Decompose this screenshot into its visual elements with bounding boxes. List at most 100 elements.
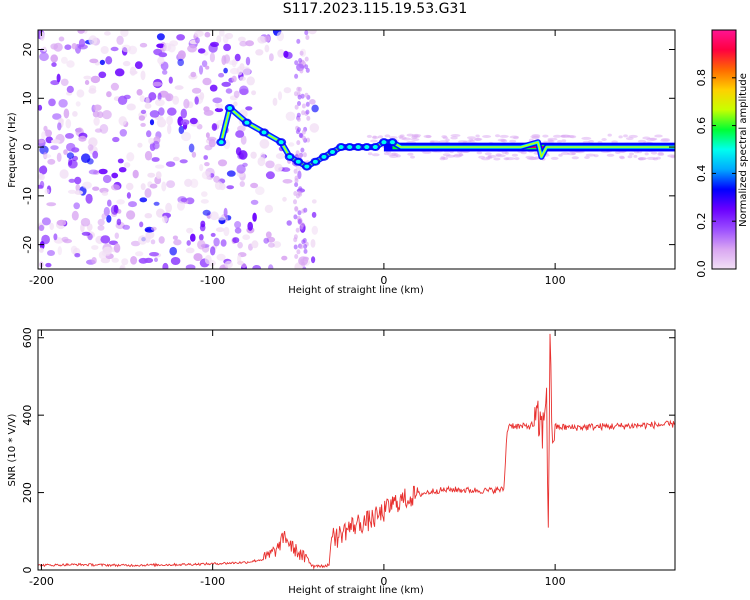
spectral-speck <box>200 220 206 228</box>
spectral-speck <box>139 197 148 203</box>
spectral-speck <box>301 129 306 135</box>
spectral-speck <box>139 221 144 228</box>
spectral-speck <box>152 81 163 87</box>
spectral-speck <box>165 93 171 102</box>
spectral-speck <box>283 87 292 94</box>
spectral-speck <box>238 36 246 42</box>
spectral-speck <box>116 35 124 45</box>
spectral-speck <box>166 180 176 189</box>
spectral-speck <box>134 61 143 69</box>
spectral-speck <box>38 172 43 179</box>
spectral-speck <box>74 190 84 195</box>
spectral-speck <box>201 191 208 197</box>
spectral-speck <box>277 91 283 101</box>
spectral-speck <box>642 136 651 140</box>
spectral-speck <box>121 44 132 53</box>
spectral-speck <box>44 188 50 194</box>
spectral-speck <box>558 153 563 157</box>
spectral-speck <box>588 139 594 143</box>
spectral-speck <box>293 168 298 174</box>
spectral-speck <box>150 226 157 231</box>
spectral-speck <box>145 96 150 105</box>
spectral-speck <box>309 123 320 133</box>
spectral-speck <box>149 252 159 257</box>
spectral-speck <box>644 152 649 156</box>
spectral-speck <box>166 115 174 126</box>
spectral-speck <box>606 153 615 157</box>
spectral-speck <box>305 109 310 115</box>
spectral-speck <box>438 140 449 144</box>
spectral-speck <box>102 174 112 184</box>
track-point-core <box>381 140 387 145</box>
track-point-core <box>312 159 318 164</box>
spectral-speck <box>203 109 214 116</box>
spectral-speck <box>299 224 304 230</box>
spectral-speck <box>139 95 145 103</box>
spectral-speck <box>169 246 177 256</box>
spectral-speck <box>172 156 180 162</box>
spectral-speck <box>103 206 110 217</box>
spectral-speck <box>51 139 61 144</box>
spectral-speck <box>553 134 562 138</box>
spectral-speck <box>231 58 237 68</box>
spectral-speck <box>303 248 308 254</box>
spectral-speck <box>299 68 304 74</box>
track-point-core <box>304 164 310 169</box>
spectral-speck <box>46 202 57 207</box>
spectral-speck <box>111 172 119 179</box>
spectral-speck <box>225 88 233 94</box>
spectral-speck <box>296 38 301 44</box>
spectral-speck <box>371 136 379 139</box>
spectral-speck <box>58 99 68 108</box>
spectral-speck <box>39 145 49 155</box>
spectral-speck <box>178 125 185 135</box>
spectral-speck <box>216 253 226 261</box>
snr-line-layer <box>38 333 675 570</box>
spectral-speck <box>217 159 228 167</box>
spectral-speck <box>223 207 228 218</box>
spectral-speck <box>177 50 186 60</box>
spectral-speck <box>311 225 318 235</box>
spectral-speck <box>105 56 113 65</box>
spectral-speck <box>561 139 567 143</box>
spectral-speck <box>140 183 146 191</box>
spectral-speck <box>194 30 204 37</box>
spectral-speck <box>301 239 306 245</box>
spectral-speck <box>152 140 160 150</box>
spectral-speck <box>101 213 107 220</box>
track-point-core <box>227 106 233 111</box>
spectral-speck <box>264 204 274 214</box>
spectral-speck <box>158 107 165 116</box>
spectral-speck <box>119 265 125 269</box>
spectral-speck <box>297 210 302 216</box>
spectral-speck <box>147 172 156 178</box>
spectrogram-frame <box>37 29 676 270</box>
spectral-speck <box>303 207 308 213</box>
spectral-speck <box>207 136 217 142</box>
spectral-speck <box>237 241 243 249</box>
spectral-speck <box>111 184 120 191</box>
spectral-speck <box>190 71 197 78</box>
colorbar-gradient <box>712 30 736 269</box>
spectral-speck <box>219 30 225 37</box>
spectral-speck <box>39 240 45 250</box>
spectral-speck <box>56 73 61 83</box>
spectral-speck <box>40 31 45 41</box>
spectral-speck <box>97 225 105 231</box>
track-point-core <box>364 145 370 150</box>
spectral-speck <box>282 179 293 184</box>
spectral-speck <box>657 151 664 155</box>
spectral-speck <box>130 240 141 247</box>
spectral-speck <box>140 109 147 114</box>
spectral-speck <box>76 89 85 98</box>
spectral-speck <box>100 257 111 264</box>
spectral-speck <box>40 165 47 175</box>
spectral-speck <box>281 167 291 172</box>
spectral-speck <box>189 178 199 188</box>
spectral-speck <box>293 199 297 205</box>
spectral-speck <box>229 67 240 75</box>
spectral-speck <box>209 84 218 92</box>
spectral-speck <box>619 155 625 159</box>
spectral-speck <box>174 85 184 90</box>
spectrogram-y-tick-label: 10 <box>21 91 34 105</box>
